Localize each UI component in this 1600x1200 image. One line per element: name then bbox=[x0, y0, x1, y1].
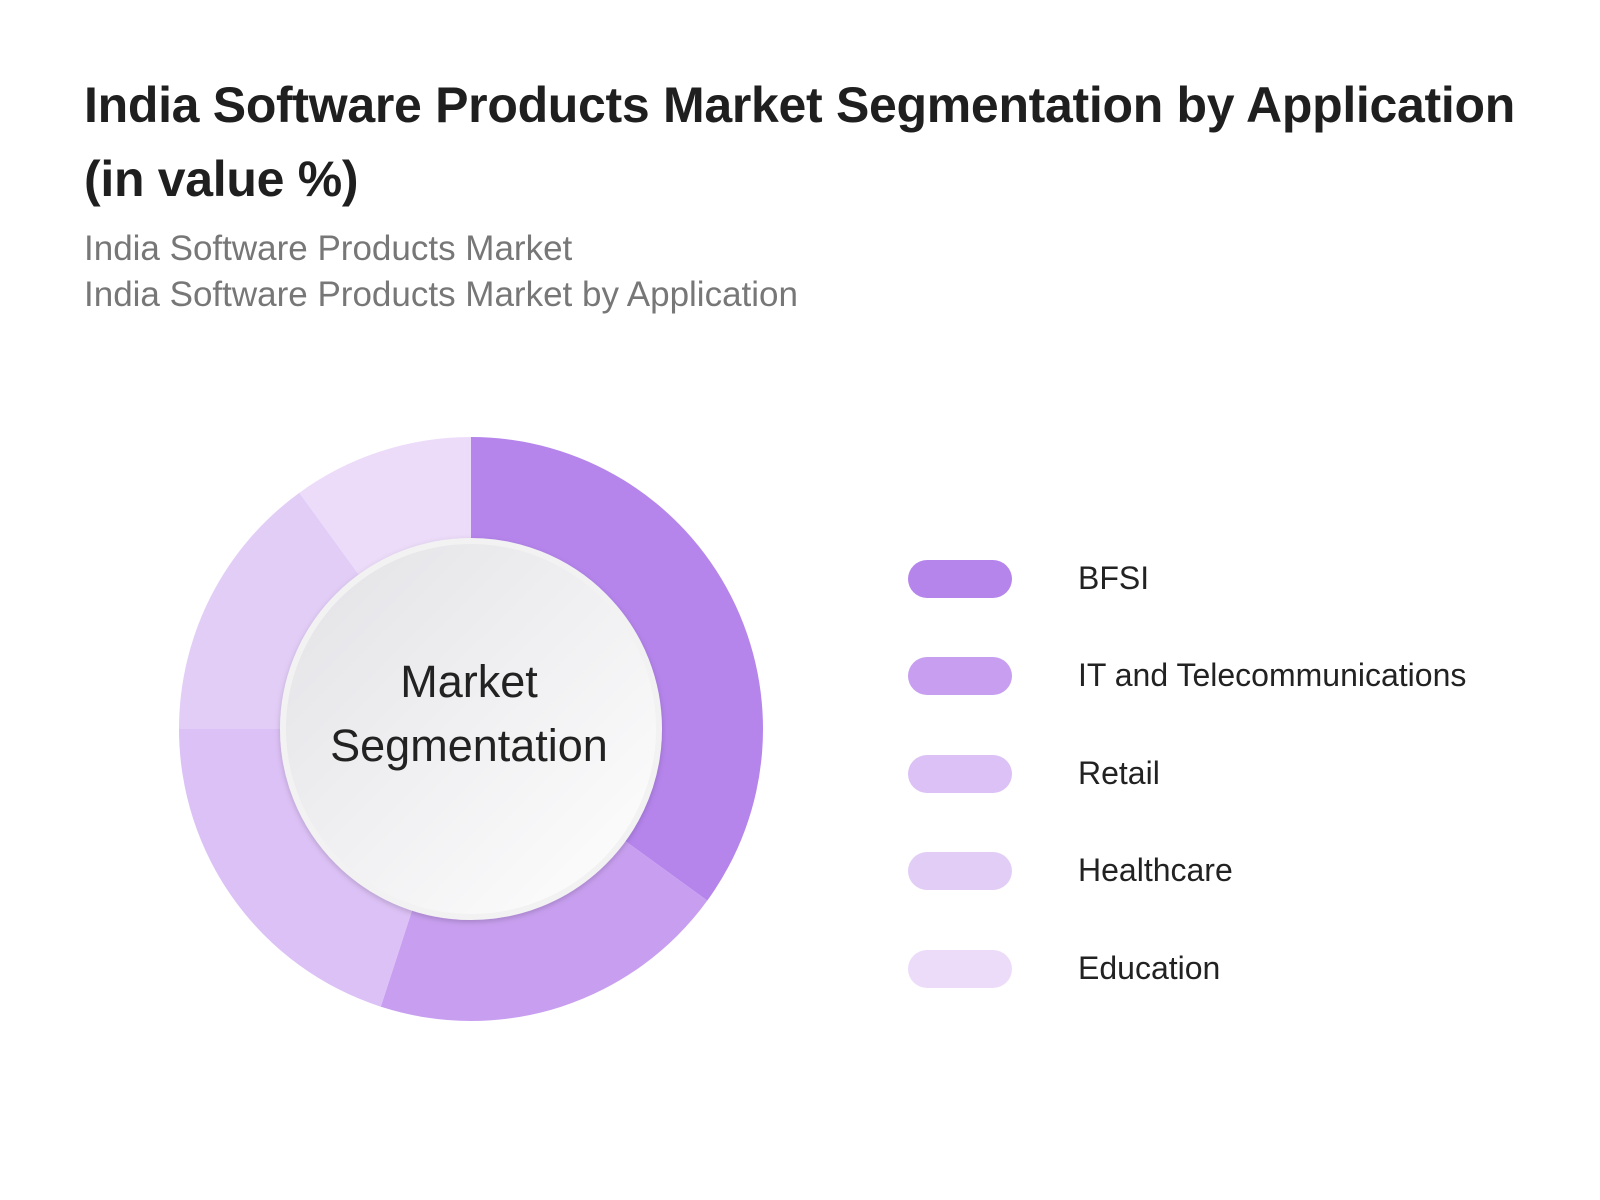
legend-swatch bbox=[908, 560, 1012, 598]
donut-slice-retail bbox=[179, 729, 414, 1007]
legend-item-bfsi: BFSI bbox=[908, 558, 1548, 598]
legend-swatch bbox=[908, 852, 1012, 890]
legend-swatch bbox=[908, 755, 1012, 793]
donut-slice-it-and-telecommunications bbox=[380, 838, 708, 1021]
chart-subtitle-line-2: India Software Products Market by Applic… bbox=[84, 275, 798, 314]
donut-center-disc bbox=[280, 538, 662, 920]
legend-item-retail: Retail bbox=[908, 753, 1548, 793]
legend-swatch bbox=[908, 657, 1012, 695]
legend-item-it-telecom: IT and Telecommunications bbox=[908, 655, 1548, 695]
legend-label: Healthcare bbox=[1078, 852, 1233, 888]
legend-label: Education bbox=[1078, 950, 1221, 986]
legend-swatch bbox=[908, 950, 1012, 988]
chart-title: India Software Products Market Segmentat… bbox=[84, 77, 1515, 207]
donut-center-label: Market Segmentation bbox=[330, 656, 608, 771]
legend-label: IT and Telecommunications bbox=[1078, 657, 1467, 693]
legend-label: Retail bbox=[1078, 755, 1160, 791]
donut-slice-healthcare bbox=[179, 492, 362, 729]
chart-subtitle-line-1: India Software Products Market bbox=[84, 229, 573, 268]
legend-item-healthcare: Healthcare bbox=[908, 850, 1548, 890]
legend-label: BFSI bbox=[1078, 560, 1150, 596]
legend-item-education: Education bbox=[908, 948, 1548, 988]
